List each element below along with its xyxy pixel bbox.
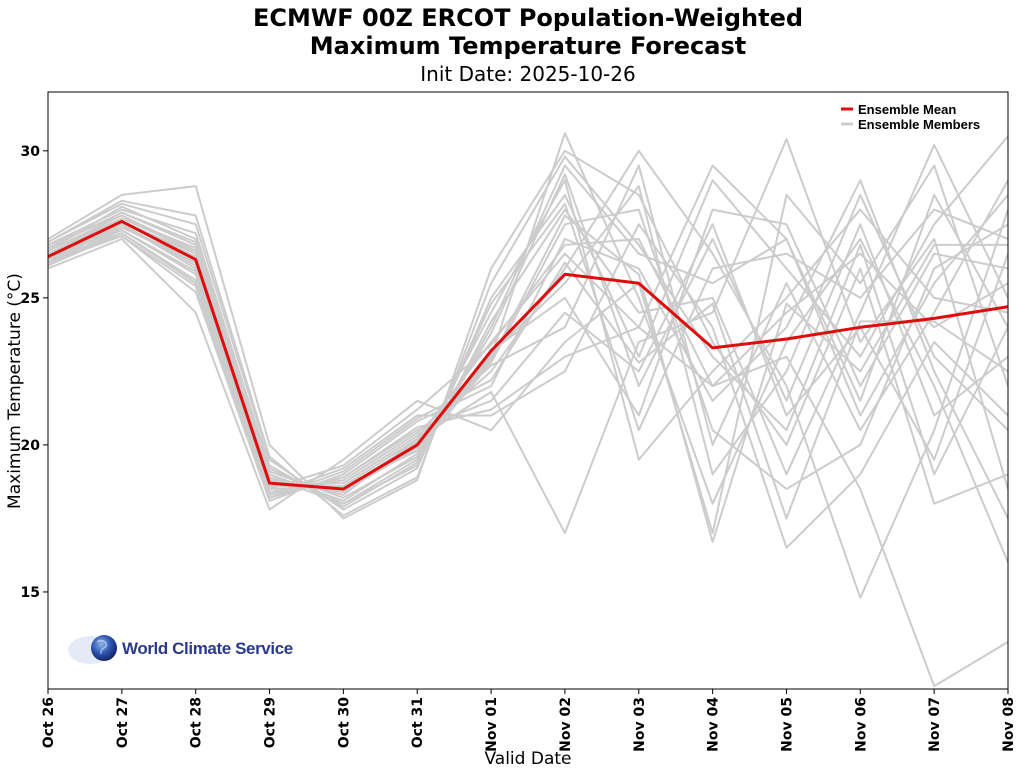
- legend-members-label: Ensemble Members: [858, 117, 980, 132]
- ensemble-member-line-22: [48, 155, 1008, 517]
- chart-subtitle: Init Date: 2025-10-26: [420, 62, 636, 86]
- ensemble-member-line-14: [48, 143, 1008, 508]
- y-axis-label: Maximum Temperature (°C): [5, 273, 25, 509]
- plot-frame: [47, 91, 1009, 690]
- ensemble-member-line-15: [48, 164, 1008, 493]
- y-axis: 15 20 25 30: [21, 144, 48, 601]
- x-tick-label: Nov 05: [780, 697, 796, 752]
- y-tick-label: 20: [21, 438, 41, 454]
- world-climate-service-logo: World Climate Service: [68, 635, 293, 664]
- ensemble-member-line-21: [48, 164, 1008, 496]
- ensemble-mean-line: [48, 219, 1008, 491]
- chart-title: ECMWF 00Z ERCOT Population-Weighted: [252, 4, 804, 32]
- ensemble-member-line-9: [48, 149, 1008, 599]
- ensemble-member-line-18: [48, 226, 1008, 688]
- x-tick-label: Nov 04: [706, 697, 722, 752]
- y-tick-label: 30: [21, 144, 41, 160]
- ensemble-member-line-7: [48, 223, 1008, 549]
- x-tick-label: Nov 07: [927, 697, 943, 752]
- y-tick-label: 25: [21, 291, 40, 307]
- x-axis: Oct 26 Oct 27 Oct 28 Oct 29 Oct 30 Oct 31 Nov …: [41, 689, 1017, 752]
- x-tick-label: Nov 01: [484, 697, 500, 752]
- y-tick-label: 15: [21, 585, 40, 601]
- x-tick-label: Oct 29: [263, 697, 279, 748]
- ensemble-member-line-19: [48, 202, 1008, 505]
- x-axis-label: Valid Date: [484, 749, 571, 768]
- x-tick-label: Nov 08: [1001, 697, 1017, 752]
- x-tick-label: Oct 31: [410, 697, 426, 748]
- x-tick-label: Nov 02: [558, 697, 574, 752]
- ensemble-member-line-23: [48, 214, 1008, 543]
- chart-title-line2: Maximum Temperature Forecast: [309, 32, 747, 60]
- ensemble-member-line-11: [48, 149, 1008, 520]
- x-tick-label: Nov 03: [632, 697, 648, 752]
- ensemble-member-line-8: [48, 179, 1008, 502]
- ensemble-member-line-17: [48, 138, 1008, 535]
- legend: Ensemble Mean Ensemble Members: [841, 102, 980, 132]
- ensemble-members: [48, 132, 1008, 688]
- ensemble-mean: [48, 219, 1008, 491]
- x-tick-label: Oct 28: [189, 697, 205, 748]
- x-tick-label: Oct 27: [115, 697, 131, 748]
- legend-mean-label: Ensemble Mean: [858, 102, 956, 117]
- x-tick-label: Oct 30: [336, 697, 352, 749]
- x-tick-label: Oct 26: [41, 697, 57, 748]
- ensemble-member-line-10: [48, 164, 1008, 535]
- ensemble-member-line-24: [48, 235, 1008, 520]
- x-tick-label: Nov 06: [853, 697, 869, 752]
- logo-text: World Climate Service: [122, 639, 293, 658]
